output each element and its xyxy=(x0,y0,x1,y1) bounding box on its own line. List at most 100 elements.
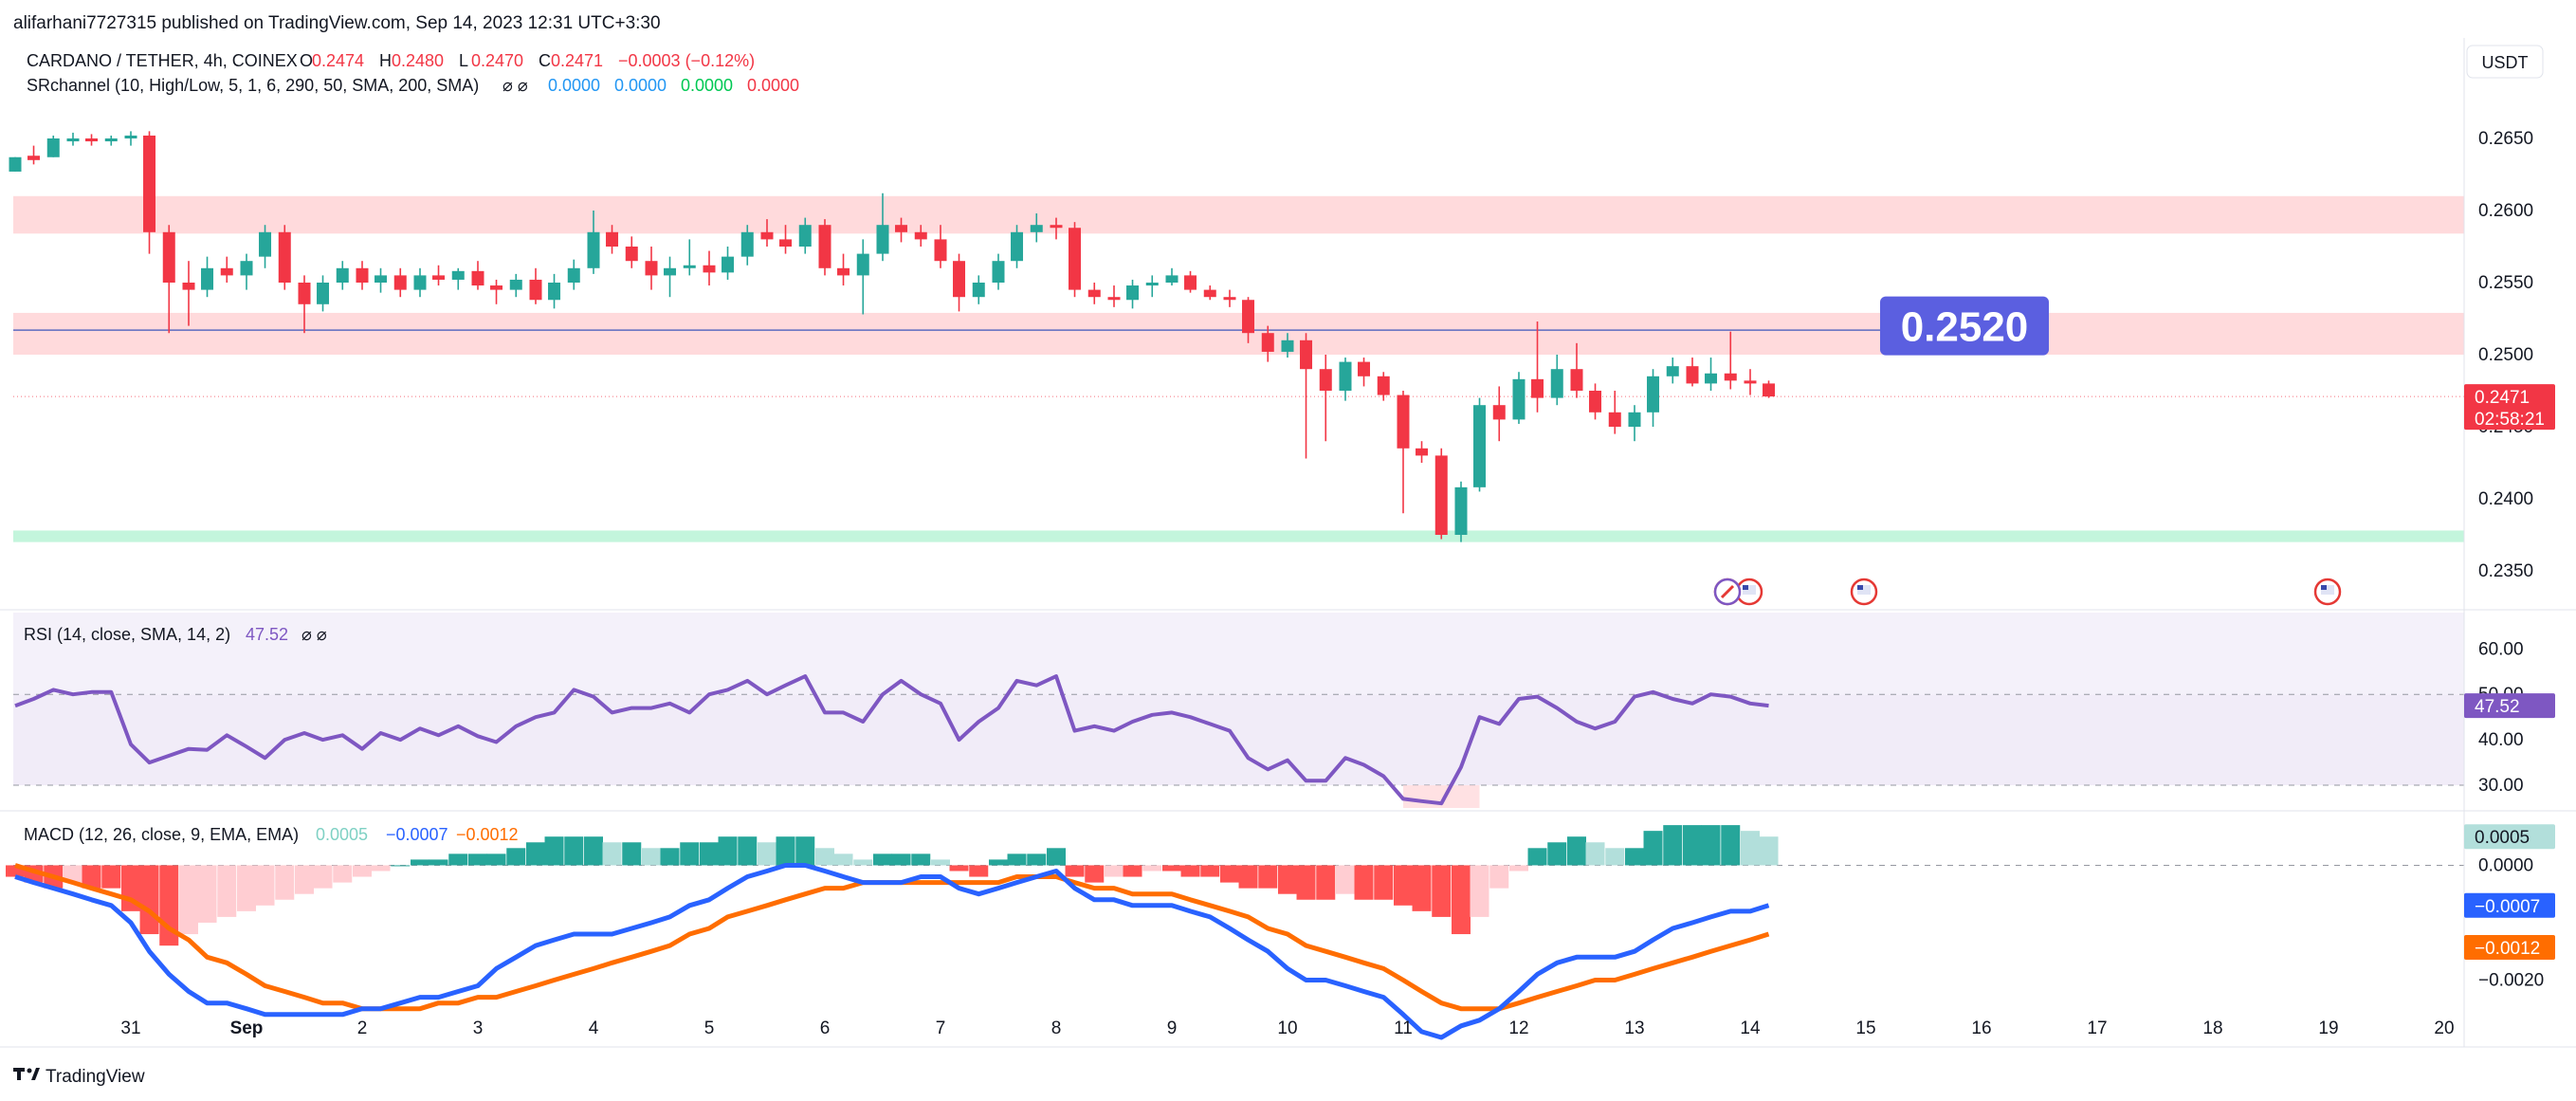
candle-body[interactable] xyxy=(1608,412,1621,427)
candle-body[interactable] xyxy=(220,267,233,276)
candle-body[interactable] xyxy=(317,283,330,304)
candle-body[interactable] xyxy=(1069,228,1082,290)
candle-body[interactable] xyxy=(1628,412,1641,427)
candle-body[interactable] xyxy=(1050,225,1063,229)
candle-body[interactable] xyxy=(162,231,175,283)
candle-body[interactable] xyxy=(356,267,369,283)
candle-body[interactable] xyxy=(1339,361,1352,391)
candle-body[interactable] xyxy=(837,267,850,276)
candle-body[interactable] xyxy=(413,275,427,290)
candle-body[interactable] xyxy=(1203,289,1216,298)
candle-body[interactable] xyxy=(104,138,118,142)
candle-body[interactable] xyxy=(1512,378,1526,420)
candle-body[interactable] xyxy=(1397,395,1410,449)
candle-body[interactable] xyxy=(1145,283,1159,286)
candle-body[interactable] xyxy=(856,253,869,276)
candle-body[interactable] xyxy=(529,279,542,301)
candle-body[interactable] xyxy=(124,135,137,138)
candle-body[interactable] xyxy=(683,265,696,268)
candle-body[interactable] xyxy=(393,275,407,290)
candle-body[interactable] xyxy=(1434,455,1448,535)
candle-body[interactable] xyxy=(490,285,503,290)
candle-body[interactable] xyxy=(1763,383,1776,397)
candle-body[interactable] xyxy=(143,135,156,232)
rsi-line[interactable] xyxy=(14,674,1769,806)
candle-body[interactable] xyxy=(992,261,1005,283)
candle-body[interactable] xyxy=(1686,366,1699,384)
candle-body[interactable] xyxy=(46,138,60,157)
candle-body[interactable] xyxy=(1570,369,1583,391)
candle-body[interactable] xyxy=(1011,231,1024,262)
candle-body[interactable] xyxy=(625,247,638,262)
candle-body[interactable] xyxy=(336,267,349,283)
candle-body[interactable] xyxy=(760,231,774,240)
candle-body[interactable] xyxy=(1492,405,1506,420)
candle-body[interactable] xyxy=(895,225,908,232)
candle-body[interactable] xyxy=(1589,391,1602,413)
candle-body[interactable] xyxy=(85,138,99,142)
candle-body[interactable] xyxy=(66,138,80,142)
candle-body[interactable] xyxy=(201,267,214,290)
candle-body[interactable] xyxy=(1030,225,1043,232)
candle-body[interactable] xyxy=(606,231,619,247)
candle-body[interactable] xyxy=(1319,369,1332,391)
candle-body[interactable] xyxy=(1705,373,1718,384)
candle-body[interactable] xyxy=(9,156,22,172)
candle-body[interactable] xyxy=(1165,275,1178,283)
macd-panel[interactable]: 0.0005 0.0000 −0.0020 xyxy=(6,825,2544,1040)
candle-body[interactable] xyxy=(451,270,465,280)
tradingview-logo[interactable]: TradingView xyxy=(13,1067,145,1087)
candle-body[interactable] xyxy=(1184,275,1197,290)
candle-body[interactable] xyxy=(1377,376,1390,395)
candle-body[interactable] xyxy=(1281,339,1294,352)
candle-body[interactable] xyxy=(876,225,889,254)
candle-body[interactable] xyxy=(740,231,754,257)
candle-body[interactable] xyxy=(298,283,311,304)
candle-body[interactable] xyxy=(27,156,41,160)
macd-line[interactable] xyxy=(14,863,1770,1040)
candle-body[interactable] xyxy=(471,270,484,286)
candle-body[interactable] xyxy=(240,261,253,276)
candle-body[interactable] xyxy=(1724,373,1737,381)
candle-body[interactable] xyxy=(972,283,985,298)
candle-body[interactable] xyxy=(1242,300,1255,334)
candle-body[interactable] xyxy=(1223,297,1236,301)
candle-body[interactable] xyxy=(1473,405,1487,487)
candle-body[interactable] xyxy=(432,275,446,280)
candle-body[interactable] xyxy=(818,225,831,268)
candle-body[interactable] xyxy=(1087,289,1101,298)
candle-body[interactable] xyxy=(664,267,677,276)
candle-body[interactable] xyxy=(1647,376,1660,413)
price-panel[interactable]: 0.25200.26500.26000.25500.25000.24500.24… xyxy=(0,129,2533,606)
candle-body[interactable] xyxy=(278,231,291,283)
candle-body[interactable] xyxy=(259,231,272,257)
candle-body[interactable] xyxy=(587,231,600,268)
candle-body[interactable] xyxy=(1744,380,1757,384)
candle-body[interactable] xyxy=(645,261,658,276)
candle-body[interactable] xyxy=(934,239,947,262)
candle-body[interactable] xyxy=(703,265,716,273)
candle-body[interactable] xyxy=(1126,285,1140,301)
candle-body[interactable] xyxy=(1550,369,1563,398)
candle-body[interactable] xyxy=(1416,448,1429,456)
currency-button[interactable] xyxy=(2466,45,2544,79)
candle-body[interactable] xyxy=(798,225,812,247)
price-callout[interactable] xyxy=(1880,296,2049,356)
candle-body[interactable] xyxy=(1107,297,1121,301)
candle-body[interactable] xyxy=(1454,486,1468,535)
candle-body[interactable] xyxy=(779,239,793,247)
candle-body[interactable] xyxy=(182,283,195,290)
candle-body[interactable] xyxy=(722,256,735,273)
candle-body[interactable] xyxy=(1358,361,1371,376)
candle-body[interactable] xyxy=(1666,366,1679,376)
candle-body[interactable] xyxy=(914,231,927,240)
candle-body[interactable] xyxy=(953,261,966,298)
candle-body[interactable] xyxy=(1300,339,1313,370)
candle-body[interactable] xyxy=(375,275,388,283)
candle-body[interactable] xyxy=(548,283,561,301)
candle-body[interactable] xyxy=(567,267,580,283)
candle-body[interactable] xyxy=(1261,333,1274,352)
candle-body[interactable] xyxy=(509,279,522,290)
time-axis[interactable]: 31 Sep 2 3 4 5 6 7 8 9 10 11 12 13 14 15 16 17 18 19 20 xyxy=(120,1018,2454,1038)
